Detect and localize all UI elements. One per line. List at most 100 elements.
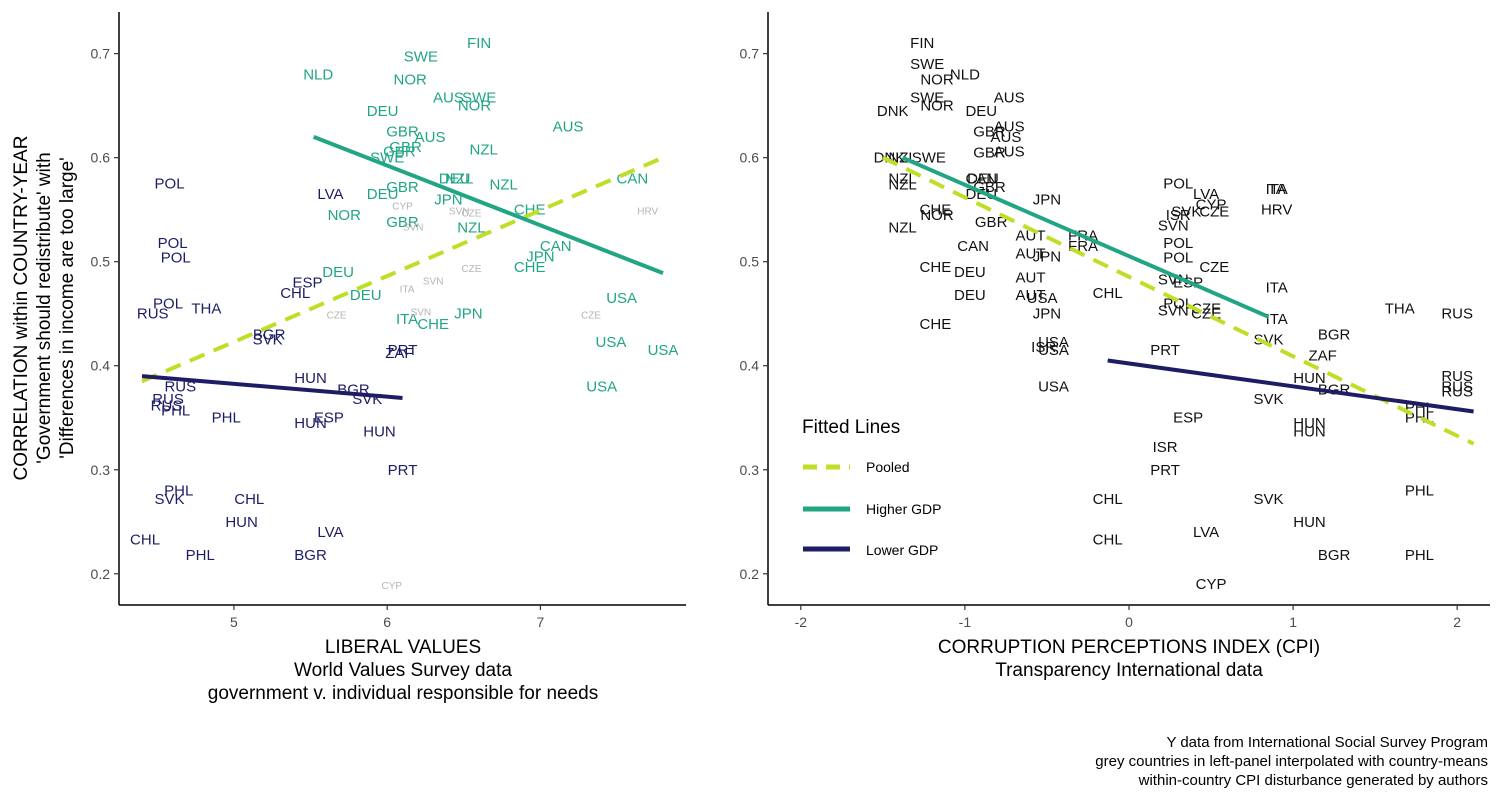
left-point-che: CHE: [514, 202, 546, 219]
left-point-rus: RUS: [164, 379, 196, 396]
left-point-phl: PHL: [212, 410, 241, 427]
left-point-cze: CZE: [461, 264, 481, 275]
right-point-deu: DEU: [967, 170, 999, 187]
left-point-hun: HUN: [363, 423, 396, 440]
left-y-tick-label: 0.2: [91, 566, 111, 582]
right-point-svk: SVK: [1253, 332, 1283, 349]
left-fit-line-pooled: [141, 155, 664, 384]
right-x-ticks: -2 -1 0 1 2: [795, 605, 1461, 630]
left-point-usa: USA: [595, 334, 626, 351]
left-point-rus: RUS: [137, 306, 169, 323]
right-x-axis-title: CORRUPTION PERCEPTIONS INDEX (CPI): [938, 637, 1320, 658]
right-point-can: CAN: [965, 170, 997, 187]
left-y-tick-label: 0.5: [91, 254, 111, 270]
left-point-bgr: BGR: [253, 327, 286, 344]
left-point-aus: AUS: [553, 118, 584, 135]
right-point-che: CHE: [920, 202, 952, 219]
right-point-swe: SWE: [910, 56, 944, 73]
right-point-pol: POL: [1163, 235, 1193, 252]
right-point-cze: CZE: [1199, 204, 1229, 221]
right-point-prt: PRT: [1150, 462, 1180, 479]
left-fit-line-higher: [312, 134, 664, 275]
right-point-rus: RUS: [1441, 306, 1473, 323]
left-point-che: CHE: [417, 316, 449, 333]
left-x-axis-title: LIBERAL VALUES: [325, 637, 481, 658]
left-point-chl: CHL: [130, 531, 160, 548]
right-point-dnk: DNK: [877, 103, 909, 120]
right-point-chl: CHL: [1093, 531, 1123, 548]
left-fit-lines: [141, 134, 664, 400]
left-point-ita: ITA: [396, 311, 418, 328]
right-point-gbr: GBR: [975, 214, 1008, 231]
left-point-deu: DEU: [367, 186, 399, 203]
right-point-nor: NOR: [920, 98, 954, 115]
right-point-usa: USA: [1038, 379, 1069, 396]
left-point-lva: LVA: [317, 186, 343, 203]
right-point-isr: ISR: [1166, 207, 1191, 224]
right-point-nzl: NZL: [888, 177, 916, 194]
right-point-usa: USA: [1038, 334, 1069, 351]
right-point-bgr: BGR: [1318, 547, 1351, 564]
right-point-aut: AUT: [1016, 245, 1046, 262]
caption: Y data from International Social Survey …: [1095, 734, 1488, 789]
right-point-svn: SVN: [1158, 271, 1189, 288]
left-point-gbr: GBR: [383, 143, 416, 160]
left-point-can: CAN: [540, 238, 572, 255]
left-point-nzl: NZL: [445, 170, 473, 187]
caption-line3: within-country CPI disturbance generated…: [1138, 772, 1488, 789]
left-point-hun: HUN: [294, 370, 327, 387]
left-point-esp: ESP: [292, 274, 322, 291]
y-axis-title-line2: 'Government should redistribute' with: [34, 152, 55, 463]
left-point-gbr: GBR: [386, 124, 419, 141]
right-point-svn: SVN: [1158, 303, 1189, 320]
right-x-tick-label: 0: [1125, 614, 1133, 630]
right-point-cyp: CYP: [1196, 576, 1227, 593]
right-x-tick-label: -1: [959, 614, 972, 630]
left-point-ita: ITA: [400, 285, 415, 296]
right-point-aut: AUT: [1016, 228, 1046, 245]
legend-title: Fitted Lines: [802, 417, 900, 438]
left-point-tha: THA: [191, 301, 221, 318]
right-point-svn: SVN: [1158, 217, 1189, 234]
left-x-ticks: 5 6 7: [230, 605, 545, 630]
right-point-hun: HUN: [1293, 370, 1326, 387]
right-x-tick-label: 2: [1453, 614, 1461, 630]
left-point-nzl: NZL: [457, 219, 485, 236]
right-point-gbr: GBR: [973, 144, 1006, 161]
left-y-tick-label: 0.6: [91, 150, 111, 166]
right-x-axis-subtitle-1: Transparency International data: [995, 660, 1263, 681]
left-point-chl: CHL: [280, 285, 310, 302]
right-y-ticks: 0.2 0.3 0.4 0.5 0.6 0.7: [740, 46, 768, 582]
left-point-jpn: JPN: [526, 248, 554, 265]
left-point-gbr: GBR: [386, 214, 419, 231]
right-point-esp: ESP: [1173, 410, 1203, 427]
left-point-svn: SVN: [423, 276, 444, 287]
left-point-cze: CZE: [461, 209, 481, 220]
left-point-gbr: GBR: [389, 139, 422, 156]
right-point-cze: CZE: [1191, 301, 1221, 318]
left-point-nzl: NZL: [470, 141, 498, 158]
right-point-aut: AUT: [1016, 269, 1046, 286]
left-point-nld: NLD: [303, 66, 333, 83]
right-point-gbr: GBR: [973, 124, 1006, 141]
left-y-tick-label: 0.4: [91, 358, 111, 374]
right-point-rus: RUS: [1441, 384, 1473, 401]
right-point-nor: NOR: [920, 72, 954, 89]
left-point-swe: SWE: [462, 89, 496, 106]
right-point-hrv: HRV: [1261, 202, 1292, 219]
left-x-tick-label: 5: [230, 614, 238, 630]
left-point-cze: CZE: [327, 311, 347, 322]
left-point-rus: RUS: [151, 397, 183, 414]
left-point-deu: DEU: [350, 287, 382, 304]
right-point-chl: CHL: [1093, 285, 1123, 302]
right-point-aut: AUT: [1016, 287, 1046, 304]
left-point-deu: DEU: [439, 170, 471, 187]
right-point-svk: SVK: [1171, 204, 1201, 221]
right-point-hun: HUN: [1293, 514, 1326, 531]
left-point-prt: PRT: [388, 342, 418, 359]
left-point-prt: PRT: [388, 462, 418, 479]
right-point-jpn: JPN: [1033, 306, 1061, 323]
left-y-tick-label: 0.3: [91, 462, 111, 478]
left-point-svn: SVN: [449, 207, 470, 218]
